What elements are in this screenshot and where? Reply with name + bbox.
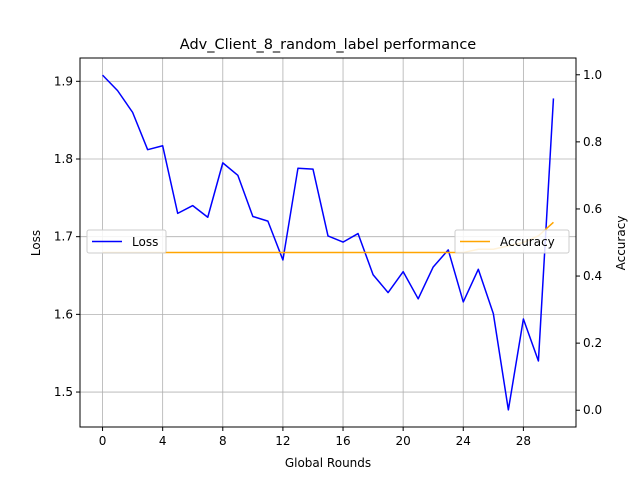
- right-y-tick-label: 1.0: [583, 68, 602, 82]
- legend-accuracy-box: [454, 229, 570, 254]
- x-tick-label: 24: [456, 434, 471, 448]
- plot-frame: [79, 57, 577, 428]
- x-axis-label: Global Rounds: [285, 456, 371, 470]
- left-y-tick-label: 1.7: [54, 230, 73, 244]
- right-y-tick-label: 0.0: [583, 403, 602, 417]
- right-y-tick-label: 0.6: [583, 202, 602, 216]
- right-y-tick-label: 0.8: [583, 135, 602, 149]
- x-tick-label: 12: [275, 434, 290, 448]
- x-tick-label: 8: [219, 434, 227, 448]
- legend-accuracy: Accuracy: [454, 229, 570, 254]
- legend-loss-label: Loss: [132, 235, 158, 249]
- x-axis-ticks: 0 4 8 12 16 20 24 28: [99, 427, 531, 448]
- series-line-loss: [102, 74, 555, 411]
- x-tick-label: 20: [396, 434, 411, 448]
- left-y-axis-ticks: 1.5 1.6 1.7 1.8 1.9: [54, 74, 80, 399]
- right-y-axis-label: Accuracy: [614, 216, 628, 271]
- right-y-tick-label: 0.2: [583, 336, 602, 350]
- x-tick-label: 4: [159, 434, 167, 448]
- right-y-axis-ticks: 0.0 0.2 0.4 0.6 0.8 1.0: [576, 68, 602, 417]
- x-tick-label: 28: [516, 434, 531, 448]
- chart-title: Adv_Client_8_random_label performance: [180, 37, 477, 53]
- legend-loss-box: [86, 229, 167, 254]
- left-y-tick-label: 1.5: [54, 385, 73, 399]
- legend-loss: Loss: [86, 229, 167, 254]
- right-y-tick-label: 0.4: [583, 269, 602, 283]
- left-y-axis-label: Loss: [29, 230, 43, 256]
- left-y-tick-label: 1.6: [54, 307, 73, 321]
- x-tick-label: 0: [99, 434, 107, 448]
- left-y-tick-label: 1.8: [54, 152, 73, 166]
- legend-accuracy-label: Accuracy: [500, 235, 555, 249]
- left-y-tick-label: 1.9: [54, 74, 73, 88]
- x-tick-label: 16: [335, 434, 350, 448]
